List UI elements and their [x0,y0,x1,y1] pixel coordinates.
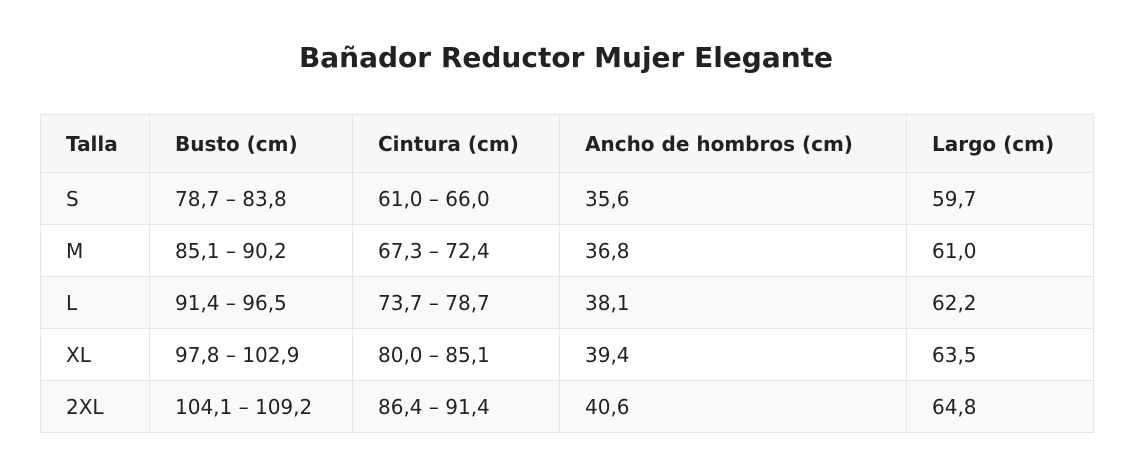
cell-largo: 64,8 [906,380,1094,433]
header-ancho-hombros: Ancho de hombros (cm) [559,114,907,173]
cell-ancho-hombros: 35,6 [559,172,907,225]
table-row: 2XL 104,1 – 109,2 86,4 – 91,4 40,6 64,8 [40,380,1094,433]
header-cintura: Cintura (cm) [352,114,560,173]
cell-cintura: 80,0 – 85,1 [352,328,560,381]
header-busto: Busto (cm) [149,114,353,173]
table-row: S 78,7 – 83,8 61,0 – 66,0 35,6 59,7 [40,172,1094,225]
cell-busto: 78,7 – 83,8 [149,172,353,225]
cell-talla: L [40,276,150,329]
cell-talla: XL [40,328,150,381]
cell-talla: M [40,224,150,277]
table-row: L 91,4 – 96,5 73,7 – 78,7 38,1 62,2 [40,276,1094,329]
cell-busto: 91,4 – 96,5 [149,276,353,329]
cell-busto: 85,1 – 90,2 [149,224,353,277]
cell-cintura: 67,3 – 72,4 [352,224,560,277]
cell-ancho-hombros: 39,4 [559,328,907,381]
cell-ancho-hombros: 38,1 [559,276,907,329]
page-title: Bañador Reductor Mujer Elegante [298,41,834,74]
cell-ancho-hombros: 36,8 [559,224,907,277]
cell-busto: 104,1 – 109,2 [149,380,353,433]
header-largo: Largo (cm) [906,114,1094,173]
cell-largo: 61,0 [906,224,1094,277]
cell-largo: 62,2 [906,276,1094,329]
header-talla: Talla [40,114,150,173]
cell-cintura: 73,7 – 78,7 [352,276,560,329]
cell-cintura: 61,0 – 66,0 [352,172,560,225]
cell-largo: 63,5 [906,328,1094,381]
table-row: XL 97,8 – 102,9 80,0 – 85,1 39,4 63,5 [40,328,1094,381]
cell-talla: S [40,172,150,225]
cell-ancho-hombros: 40,6 [559,380,907,433]
table-header-row: Talla Busto (cm) Cintura (cm) Ancho de h… [40,114,1094,173]
table-row: M 85,1 – 90,2 67,3 – 72,4 36,8 61,0 [40,224,1094,277]
cell-largo: 59,7 [906,172,1094,225]
cell-talla: 2XL [40,380,150,433]
cell-cintura: 86,4 – 91,4 [352,380,560,433]
size-chart-table: Talla Busto (cm) Cintura (cm) Ancho de h… [40,114,1094,433]
cell-busto: 97,8 – 102,9 [149,328,353,381]
